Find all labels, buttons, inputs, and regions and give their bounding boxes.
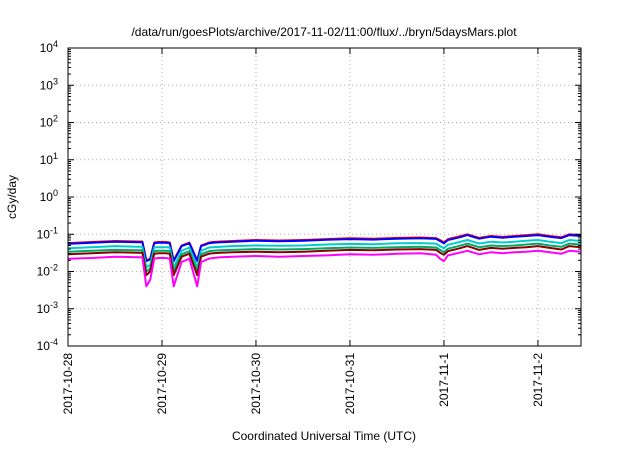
y-tick-label-exponent: 2 xyxy=(53,114,58,124)
x-axis-ticks: 2017-10-28 2017-10-29 2017-10-30 2017-10-31… xyxy=(61,48,545,414)
y-tick-label: 101 xyxy=(40,151,58,167)
y-tick-label-exponent: 3 xyxy=(53,76,58,86)
y-tick-label: 10-2 xyxy=(37,263,58,279)
series-line-2 xyxy=(67,234,582,263)
x-tick-label: 2017-10-28 xyxy=(61,353,75,415)
y-tick-label-exponent: -2 xyxy=(50,263,58,273)
grid-lines xyxy=(68,48,581,346)
series-line-5 xyxy=(67,245,582,277)
y-tick-label-exponent: 4 xyxy=(53,39,58,49)
x-tick-label: 2017-11-1 xyxy=(437,353,451,407)
y-tick-label-exponent: 1 xyxy=(53,151,58,161)
y-tick-label-base: 10 xyxy=(40,41,54,55)
y-tick-label: 10-3 xyxy=(37,300,58,316)
y-tick-label-exponent: -3 xyxy=(50,300,58,310)
y-axis-label: cGy/day xyxy=(5,175,19,219)
y-tick-label-base: 10 xyxy=(37,227,51,241)
x-tick-label: 2017-10-29 xyxy=(155,353,169,415)
x-tick-label: 2017-10-30 xyxy=(249,353,263,415)
y-tick-label-base: 10 xyxy=(40,78,54,92)
y-tick-label-base: 10 xyxy=(40,153,54,167)
y-tick-label-base: 10 xyxy=(37,265,51,279)
y-tick-label: 104 xyxy=(40,39,58,55)
y-tick-label-exponent: -4 xyxy=(50,337,58,347)
y-tick-label-base: 10 xyxy=(40,190,54,204)
x-axis-label: Coordinated Universal Time (UTC) xyxy=(232,429,416,443)
y-tick-label-base: 10 xyxy=(37,339,51,353)
y-tick-label-base: 10 xyxy=(37,302,51,316)
x-tick-label: 2017-11-2 xyxy=(531,353,545,407)
y-tick-label: 102 xyxy=(40,114,58,130)
y-tick-label: 100 xyxy=(40,188,58,204)
series-line-4 xyxy=(67,242,582,273)
chart-title: /data/run/goesPlots/archive/2017-11-02/1… xyxy=(131,25,517,39)
y-tick-label-base: 10 xyxy=(40,116,54,130)
x-tick-label: 2017-10-31 xyxy=(343,353,357,415)
series-line-6 xyxy=(67,249,582,288)
y-tick-label: 10-4 xyxy=(37,337,58,353)
y-tick-label: 10-1 xyxy=(37,225,58,241)
y-tick-label: 103 xyxy=(40,76,58,92)
series-lines xyxy=(67,233,582,288)
series-line-3 xyxy=(67,239,582,269)
y-tick-label-exponent: 0 xyxy=(53,188,58,198)
y-tick-label-exponent: -1 xyxy=(50,225,58,235)
